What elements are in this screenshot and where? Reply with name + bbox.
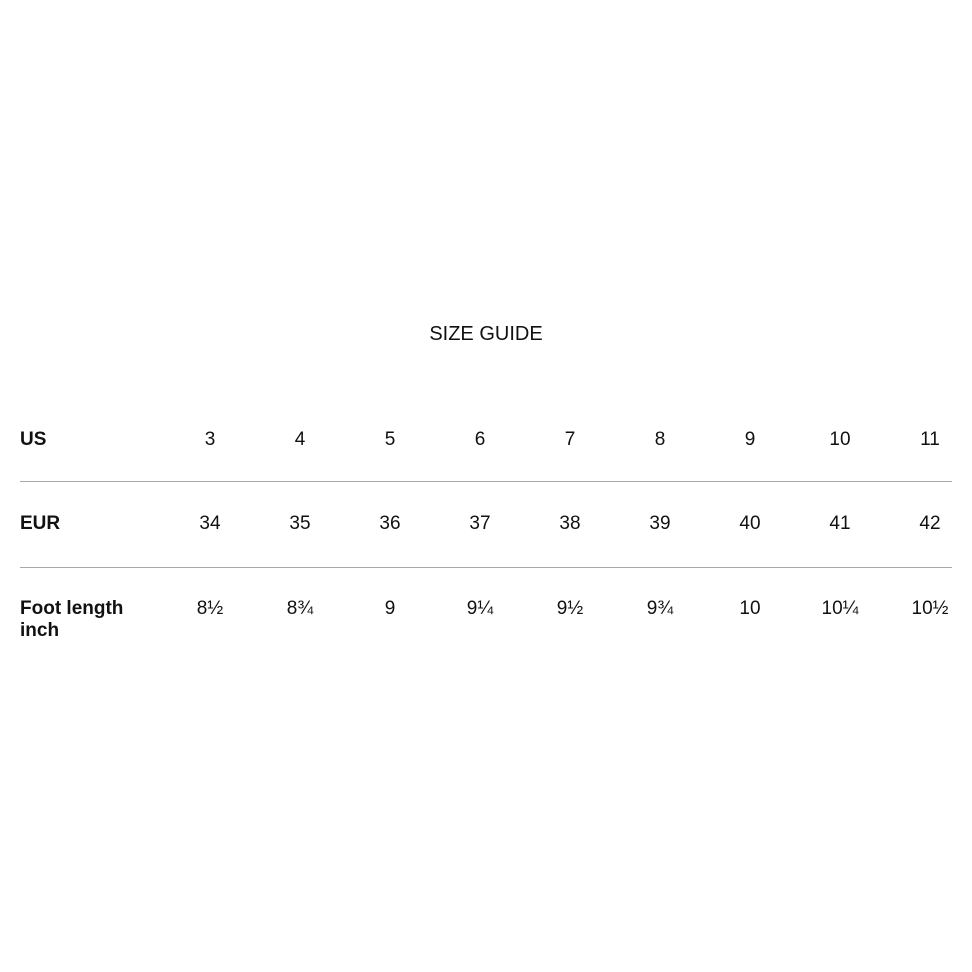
table-row: EUR 34 35 36 37 38 39 40 41 42 — [20, 513, 952, 553]
table-cell: 8 — [654, 429, 666, 450]
table-cell: 42 — [919, 513, 941, 534]
table-row: US 3 4 5 6 7 8 9 10 11 — [20, 429, 952, 469]
row-label: Foot length inch — [20, 598, 124, 641]
row-divider — [20, 567, 952, 568]
row-label: EUR — [20, 513, 61, 534]
table-cell: 9 — [744, 429, 756, 450]
table-cell: 9 — [384, 598, 396, 619]
table-cell: 34 — [199, 513, 221, 534]
table-cell: 6 — [474, 429, 486, 450]
table-cell: 8½ — [196, 598, 224, 619]
row-label: US — [20, 429, 47, 450]
table-cell: 4 — [294, 429, 306, 450]
table-cell: 38 — [559, 513, 581, 534]
table-cell: 11 — [920, 429, 940, 450]
table-cell: 10¼ — [821, 598, 859, 619]
table-cell: 10 — [829, 429, 851, 450]
table-cell: 40 — [739, 513, 761, 534]
table-cell: 36 — [379, 513, 401, 534]
table-cell: 9½ — [556, 598, 584, 619]
table-cell: 9¾ — [646, 598, 674, 619]
table-cell: 8¾ — [286, 598, 314, 619]
table-cell: 39 — [649, 513, 671, 534]
page-title: SIZE GUIDE — [429, 323, 543, 345]
table-cell: 3 — [204, 429, 216, 450]
table-cell: 9¼ — [466, 598, 494, 619]
table-cell: 5 — [384, 429, 396, 450]
row-divider — [20, 481, 952, 482]
table-cell: 7 — [564, 429, 576, 450]
table-row: Foot length inch 8½ 8¾ 9 9¼ 9½ 9¾ 10 10¼ 10½ — [20, 598, 952, 641]
table-cell: 10 — [739, 598, 761, 619]
table-cell: 10½ — [911, 598, 949, 619]
table-cell: 35 — [289, 513, 311, 534]
table-cell: 41 — [829, 513, 851, 534]
table-cell: 37 — [469, 513, 491, 534]
